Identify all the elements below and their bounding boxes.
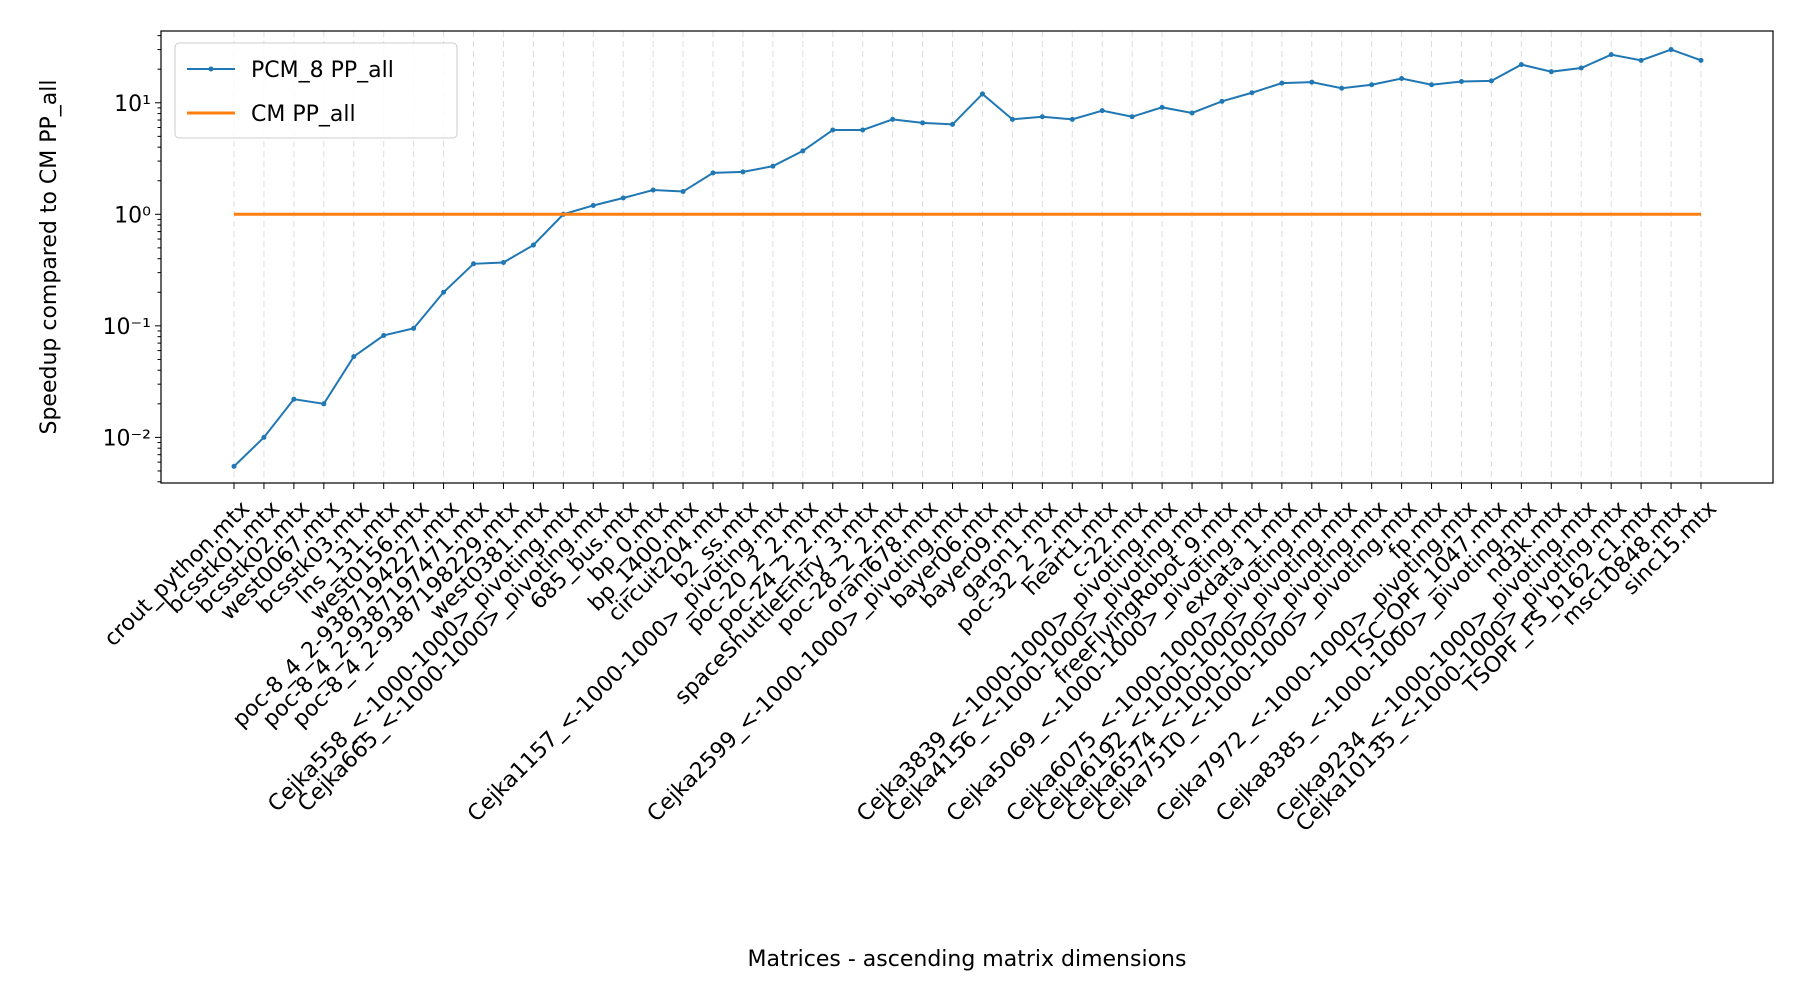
data-point <box>1488 78 1494 84</box>
data-point <box>710 170 716 176</box>
data-point <box>1429 82 1435 88</box>
data-point <box>1668 47 1674 53</box>
data-point <box>1069 116 1075 122</box>
data-point <box>1129 114 1135 120</box>
data-point <box>530 242 536 248</box>
data-point <box>1219 98 1225 104</box>
legend-box <box>174 42 458 139</box>
data-point <box>1548 69 1554 75</box>
data-point <box>1518 62 1524 68</box>
data-point <box>351 354 357 360</box>
data-point <box>321 401 327 407</box>
data-point <box>830 127 836 133</box>
data-point <box>1458 79 1464 85</box>
legend-label: PCM_8 PP_all <box>251 58 394 83</box>
y-tick-label: 10⁰ <box>114 203 151 228</box>
legend-marker <box>208 66 214 72</box>
y-tick-label: 10⁻¹ <box>103 315 151 340</box>
data-point <box>590 202 596 208</box>
data-point <box>740 169 746 175</box>
data-point <box>920 120 926 126</box>
data-point <box>1039 114 1045 120</box>
data-point <box>381 332 387 338</box>
data-point <box>860 127 866 133</box>
x-axis-label: Matrices - ascending matrix dimensions <box>748 947 1187 972</box>
data-point <box>1249 90 1255 96</box>
data-point <box>770 163 776 169</box>
data-point <box>979 91 985 97</box>
data-point <box>1698 57 1704 63</box>
data-point <box>1339 85 1345 91</box>
data-point <box>800 148 806 154</box>
data-point <box>1399 76 1405 82</box>
data-point <box>441 289 447 295</box>
y-tick-label: 10¹ <box>114 92 151 117</box>
data-point <box>1279 80 1285 86</box>
data-point <box>1189 110 1195 116</box>
data-point <box>500 259 506 265</box>
data-point <box>1638 57 1644 63</box>
data-point <box>471 261 477 267</box>
data-point <box>680 189 686 195</box>
data-point <box>1309 79 1315 85</box>
legend-label: CM PP_all <box>251 102 356 127</box>
data-point <box>1369 82 1375 88</box>
y-axis-label: Speedup compared to CM PP_all <box>37 79 62 434</box>
data-point <box>291 396 297 402</box>
data-point <box>650 187 656 193</box>
plot-frame <box>160 30 1774 484</box>
data-point <box>620 195 626 201</box>
data-point <box>1578 65 1584 71</box>
data-point <box>890 116 896 122</box>
data-point <box>1009 116 1015 122</box>
data-point <box>1608 52 1614 58</box>
y-tick-label: 10⁻² <box>103 426 151 451</box>
data-point <box>950 121 956 127</box>
series-line <box>233 48 1702 468</box>
data-point <box>261 434 267 440</box>
data-point <box>1099 108 1105 114</box>
data-point <box>1159 104 1165 110</box>
data-point <box>411 325 417 331</box>
data-point <box>231 463 237 469</box>
